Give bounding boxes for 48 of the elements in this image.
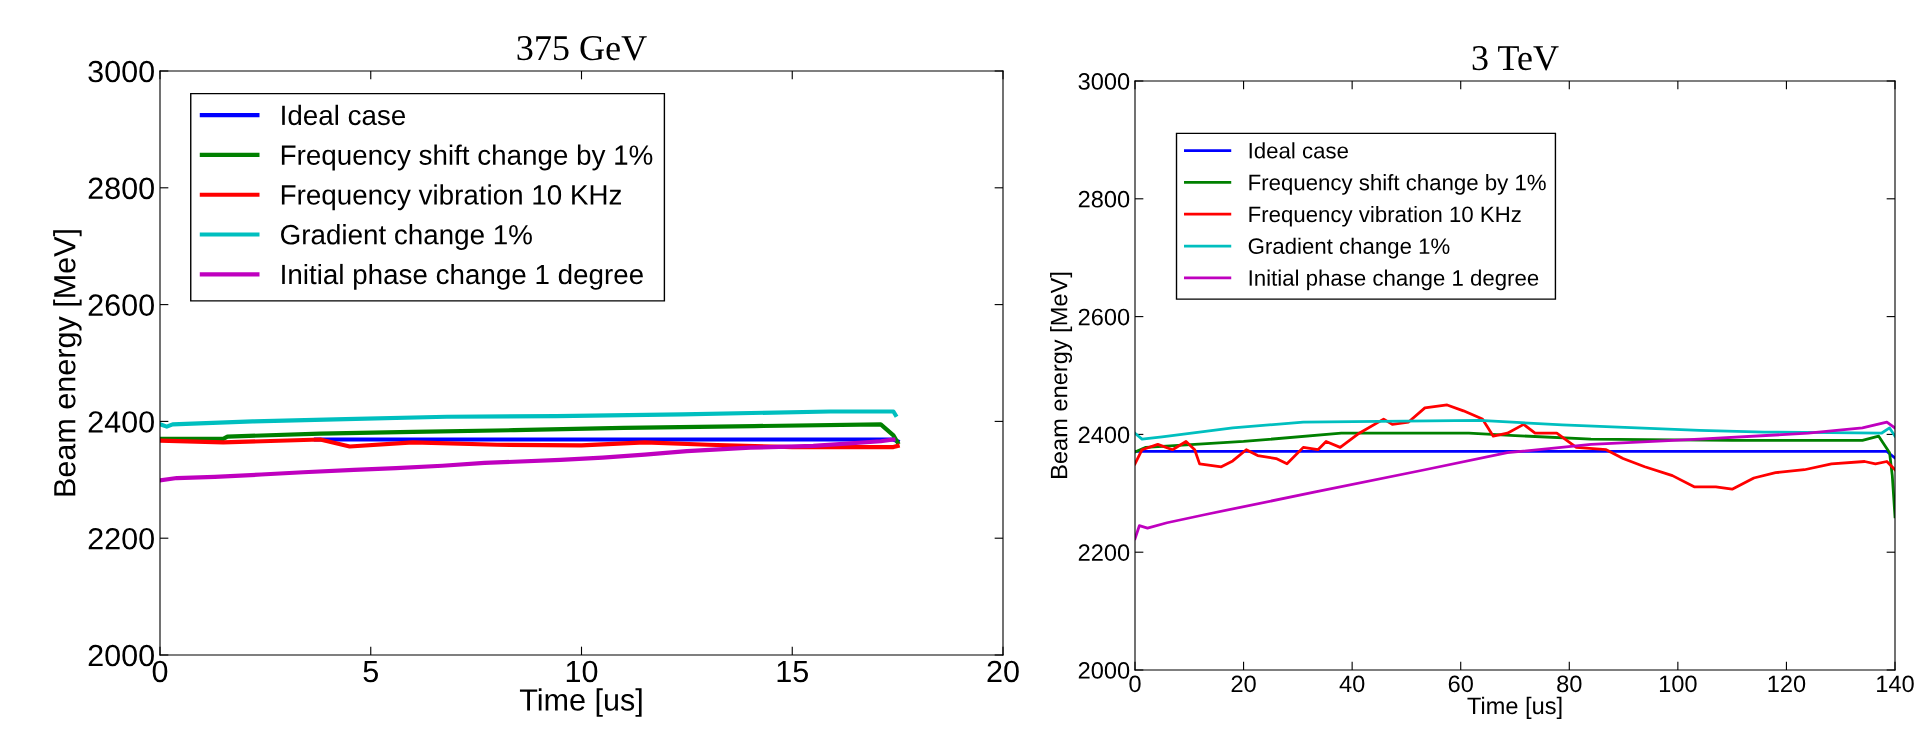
legend-label: Initial phase change 1 degree [282,263,643,290]
y-tick-label: 2200 [88,527,154,550]
legend-label: Frequency vibration 10 KHz [281,184,622,211]
legend-label: Gradient change 1% [281,224,532,250]
y-tick-label: 2600 [88,294,154,316]
x-axis-title: Time [us] [519,688,642,717]
y-tick-label: 2400 [88,411,154,433]
y-tick-label: 3000 [1078,73,1130,90]
x-tick-label: 0 [152,660,168,683]
legend-label: Frequency shift change by 1% [1249,174,1546,195]
y-tick-label: 2600 [1078,308,1130,326]
line-series [160,422,900,445]
y-axis-title: Beam energy [MeV] [53,230,82,496]
y-tick-label: 2200 [1078,544,1130,561]
chart-title: 3 TeV [1472,45,1559,71]
line-series [160,409,898,429]
x-tick-label: 60 [1448,675,1473,693]
line-series [1135,420,1895,541]
chart-title: 375 GeV [517,35,647,61]
line-series [160,437,896,483]
legend-label: Frequency shift change by 1% [281,144,653,171]
legend-label: Ideal case [1249,142,1348,159]
y-axis-title: Beam energy [MeV] [1050,272,1073,478]
x-tick-label: 20 [1231,675,1256,693]
x-tick-label: 40 [1339,675,1365,693]
x-tick-label: 15 [777,660,808,683]
x-tick-label: 120 [1768,675,1806,693]
y-tick-label: 2400 [1078,426,1130,444]
y-tick-label: 2000 [1078,662,1130,679]
x-tick-label: 140 [1877,675,1914,693]
y-tick-label: 2800 [1078,190,1130,208]
line-series [1135,418,1895,441]
y-tick-label: 3000 [88,60,154,83]
legend-label: Initial phase change 1 degree [1249,269,1539,291]
y-tick-label: 2800 [88,177,154,200]
x-tick-label: 10 [566,660,598,683]
x-axis-title: Time [us] [1467,696,1562,719]
legend-label: Ideal case [282,104,406,126]
legend-label: Gradient change 1% [1248,237,1450,259]
legend-label: Frequency vibration 10 KHz [1249,205,1521,227]
line-series [160,437,900,450]
y-tick-label: 2000 [88,644,154,667]
x-tick-label: 100 [1659,675,1697,693]
x-tick-label: 20 [987,660,1019,683]
x-tick-label: 0 [1129,675,1141,693]
line-series [1135,403,1895,491]
x-tick-label: 5 [363,660,378,683]
x-tick-label: 80 [1557,675,1582,693]
